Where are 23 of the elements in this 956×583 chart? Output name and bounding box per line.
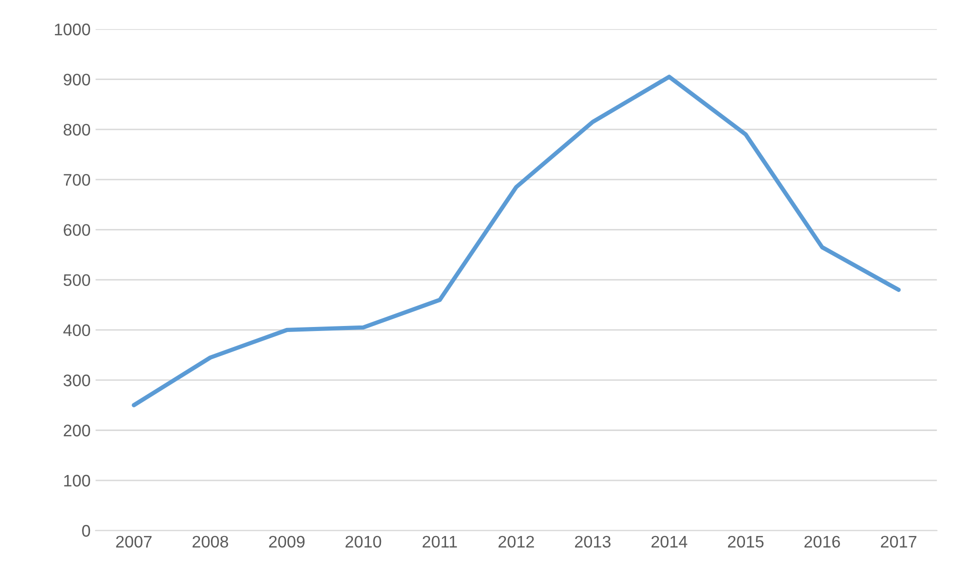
- y-tick-label: 600: [64, 224, 90, 236]
- x-tick-label: 2012: [498, 536, 534, 548]
- x-tick-label: 2013: [575, 536, 611, 548]
- x-tick-label: 2016: [804, 536, 840, 548]
- y-tick-label: 800: [64, 124, 90, 136]
- y-tick-label: 100: [64, 474, 90, 487]
- y-tick-label: 1000: [54, 24, 90, 36]
- line-series: [132, 74, 901, 408]
- y-tick-label: 500: [64, 274, 90, 286]
- x-tick-label: 2007: [116, 536, 152, 548]
- x-tick-label: 2011: [422, 536, 457, 548]
- y-tick-label: 0: [82, 524, 90, 537]
- x-tick-label: 2014: [652, 536, 688, 548]
- x-tick-label: 2017: [880, 536, 916, 548]
- y-tick-label: 700: [64, 174, 90, 186]
- x-tick-label: 2010: [346, 536, 382, 548]
- y-tick-label: 300: [64, 374, 90, 386]
- y-tick-label: 200: [64, 424, 90, 436]
- x-tick-label: 2015: [728, 536, 764, 548]
- x-tick-label: 2009: [269, 536, 305, 548]
- x-tick-label: 2008: [192, 536, 228, 548]
- y-tick-label: 900: [64, 74, 90, 86]
- y-tick-label: 400: [63, 324, 90, 336]
